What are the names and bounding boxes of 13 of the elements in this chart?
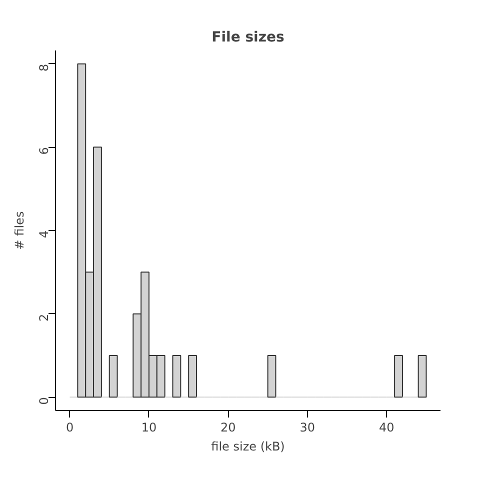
x-tick-label: 40 bbox=[378, 420, 394, 434]
chart-title: File sizes bbox=[212, 30, 284, 46]
x-tick-label: 30 bbox=[300, 420, 316, 434]
y-tick-label: 2 bbox=[37, 314, 51, 322]
y-tick-label: 0 bbox=[37, 397, 51, 405]
y-axis-title: # files bbox=[12, 211, 26, 250]
y-tick-label: 4 bbox=[37, 230, 51, 238]
x-tick-label: 10 bbox=[141, 420, 157, 434]
y-tick-label: 8 bbox=[37, 64, 51, 72]
y-tick-label: 6 bbox=[37, 147, 51, 155]
x-tick-label: 20 bbox=[220, 420, 236, 434]
x-axis-title: file size (kB) bbox=[211, 440, 285, 454]
x-tick-label: 0 bbox=[66, 420, 74, 434]
